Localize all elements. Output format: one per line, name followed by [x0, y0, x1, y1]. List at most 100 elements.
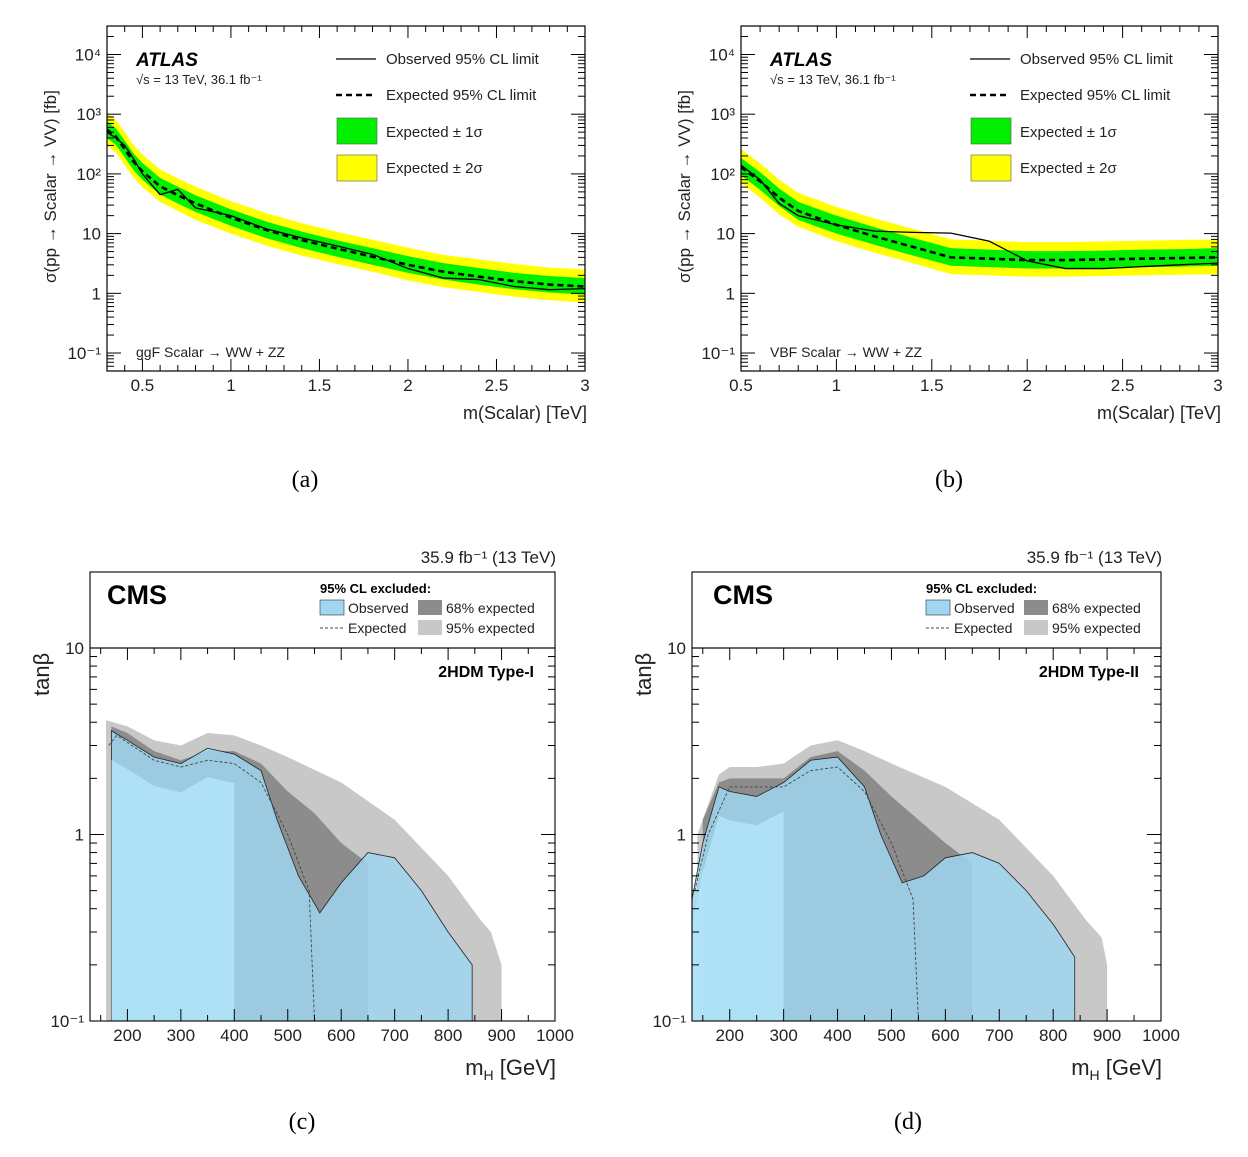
y-tick-label: 10⁻¹	[652, 1012, 686, 1031]
legend-title: 95% CL excluded:	[320, 581, 431, 596]
expected-line	[108, 734, 315, 1022]
experiment-label: CMS	[107, 580, 167, 610]
y-tick-label: 10⁻¹	[67, 344, 101, 363]
y-tick-label: 1	[677, 826, 686, 845]
x-tick-label: 2	[1022, 376, 1031, 395]
x-tick-label: 600	[931, 1026, 959, 1045]
legend-1sigma-swatch	[970, 117, 1012, 145]
band-2sigma	[741, 149, 1218, 277]
x-tick-label: 1	[226, 376, 235, 395]
model-label: 2HDM Type-I	[438, 664, 534, 681]
experiment-label: ATLAS	[769, 50, 832, 71]
x-tick-label: 200	[113, 1026, 141, 1045]
y-tick-label: 10²	[710, 165, 735, 184]
legend-observed: Observed	[954, 600, 1015, 616]
channel-label: VBF Scalar → WW + ZZ	[770, 344, 923, 360]
x-tick-label: 500	[877, 1026, 905, 1045]
legend-expected: Expected	[348, 620, 406, 636]
x-tick-label: 2.5	[485, 376, 509, 395]
legend: Observed 95% CL limit Expected 95% CL li…	[336, 51, 540, 182]
y-axis-label: tanβ	[29, 653, 54, 696]
x-tick-label: 2	[403, 376, 412, 395]
y-tick-label: 10⁴	[709, 45, 735, 64]
caption-d: (d)	[894, 1109, 922, 1135]
x-tick-label: 0.5	[729, 376, 753, 395]
y-tick-label: 10	[82, 225, 101, 244]
x-tick-label: 1.5	[308, 376, 332, 395]
legend-observed-swatch	[925, 599, 951, 616]
observed-excluded-region	[691, 756, 1076, 1022]
x-tick-label: 1	[832, 376, 841, 395]
caption-c: (c)	[289, 1109, 316, 1135]
x-tick-label: 600	[327, 1026, 355, 1045]
legend-95-swatch	[1024, 620, 1048, 635]
x-axis-label: mH [GeV]	[465, 1055, 556, 1083]
x-tick-label: 1.5	[920, 376, 944, 395]
model-label: 2HDM Type-II	[1039, 664, 1139, 681]
x-tick-label: 3	[580, 376, 589, 395]
y-tick-label: 10	[667, 639, 686, 658]
panel-a: 0.5 1 1.5 2 2.5 3 10⁻¹ 1 10 10² 10³ 10⁴ ATLAS √s = …	[41, 25, 590, 423]
legend-95: 95% expected	[1052, 620, 1141, 636]
x-tick-label: 300	[769, 1026, 797, 1045]
x-axis-label: m(Scalar) [TeV]	[1097, 403, 1221, 423]
x-tick-label: 900	[487, 1026, 515, 1045]
y-tick-label: 10	[65, 639, 84, 658]
x-tick-label: 400	[823, 1026, 851, 1045]
legend-expected: Expected	[954, 620, 1012, 636]
y-tick-label: 1	[726, 284, 735, 303]
panel-c: 35.9 fb⁻¹ (13 TeV) CMS 95% CL excluded: …	[29, 548, 574, 1083]
expected-line	[694, 766, 919, 1022]
x-tick-label: 500	[274, 1026, 302, 1045]
x-tick-label: 800	[434, 1026, 462, 1045]
lumi-label: 35.9 fb⁻¹ (13 TeV)	[421, 548, 556, 567]
y-tick-label: 10³	[710, 105, 735, 124]
x-tick-label: 200	[716, 1026, 744, 1045]
legend-observed: Observed	[348, 600, 409, 616]
x-tick-label: 0.5	[131, 376, 155, 395]
x-axis-label: mH [GeV]	[1071, 1055, 1162, 1083]
legend-2sigma-swatch	[336, 154, 378, 182]
x-tick-label: 300	[167, 1026, 195, 1045]
legend-1sigma: Expected ± 1σ	[386, 124, 483, 141]
band-1sigma	[107, 121, 585, 295]
plot-frame	[740, 25, 1219, 372]
x-tick-label: 2.5	[1111, 376, 1135, 395]
caption-a: (a)	[292, 467, 319, 493]
legend-2sigma: Expected ± 2σ	[386, 160, 483, 177]
legend-2sigma: Expected ± 2σ	[1020, 160, 1117, 177]
legend: Observed 95% CL limit Expected 95% CL li…	[970, 51, 1174, 182]
expected-limit-line	[106, 128, 586, 288]
panel-d: 35.9 fb⁻¹ (13 TeV) CMS 95% CL excluded: …	[631, 548, 1180, 1083]
y-tick-label: 1	[92, 284, 101, 303]
x-tick-label: 1000	[1142, 1026, 1180, 1045]
observed-limit-line	[740, 164, 1219, 270]
y-tick-label: 10	[716, 225, 735, 244]
legend-95: 95% expected	[446, 620, 535, 636]
legend-68-swatch	[1024, 600, 1048, 615]
x-tick-label: 700	[380, 1026, 408, 1045]
channel-label: ggF Scalar → WW + ZZ	[136, 344, 285, 360]
x-axis-label: m(Scalar) [TeV]	[463, 403, 587, 423]
y-tick-label: 10⁻¹	[50, 1012, 84, 1031]
energy-label: √s = 13 TeV, 36.1 fb⁻¹	[136, 72, 262, 87]
legend-title: 95% CL excluded:	[926, 581, 1037, 596]
observed-limit-line	[106, 131, 586, 291]
y-axis-label: σ(pp → Scalar → VV) [fb]	[675, 90, 694, 283]
x-tick-label: 400	[220, 1026, 248, 1045]
panel-b: 0.5 1 1.5 2 2.5 3 10⁻¹ 1 10 10² 10³ 10⁴ ATLAS √s = …	[675, 25, 1223, 423]
legend-1sigma: Expected ± 1σ	[1020, 124, 1117, 141]
legend-observed: Observed 95% CL limit	[1020, 51, 1174, 68]
legend-expected: Expected 95% CL limit	[1020, 87, 1171, 104]
legend-1sigma-swatch	[336, 117, 378, 145]
y-tick-label: 1	[75, 826, 84, 845]
legend-95-swatch	[418, 620, 442, 635]
legend-expected: Expected 95% CL limit	[386, 87, 537, 104]
lumi-label: 35.9 fb⁻¹ (13 TeV)	[1027, 548, 1162, 567]
x-tick-label: 900	[1093, 1026, 1121, 1045]
plot-frame	[106, 25, 586, 372]
experiment-label: CMS	[713, 580, 773, 610]
x-tick-label: 3	[1213, 376, 1222, 395]
legend-68: 68% expected	[1052, 600, 1141, 616]
